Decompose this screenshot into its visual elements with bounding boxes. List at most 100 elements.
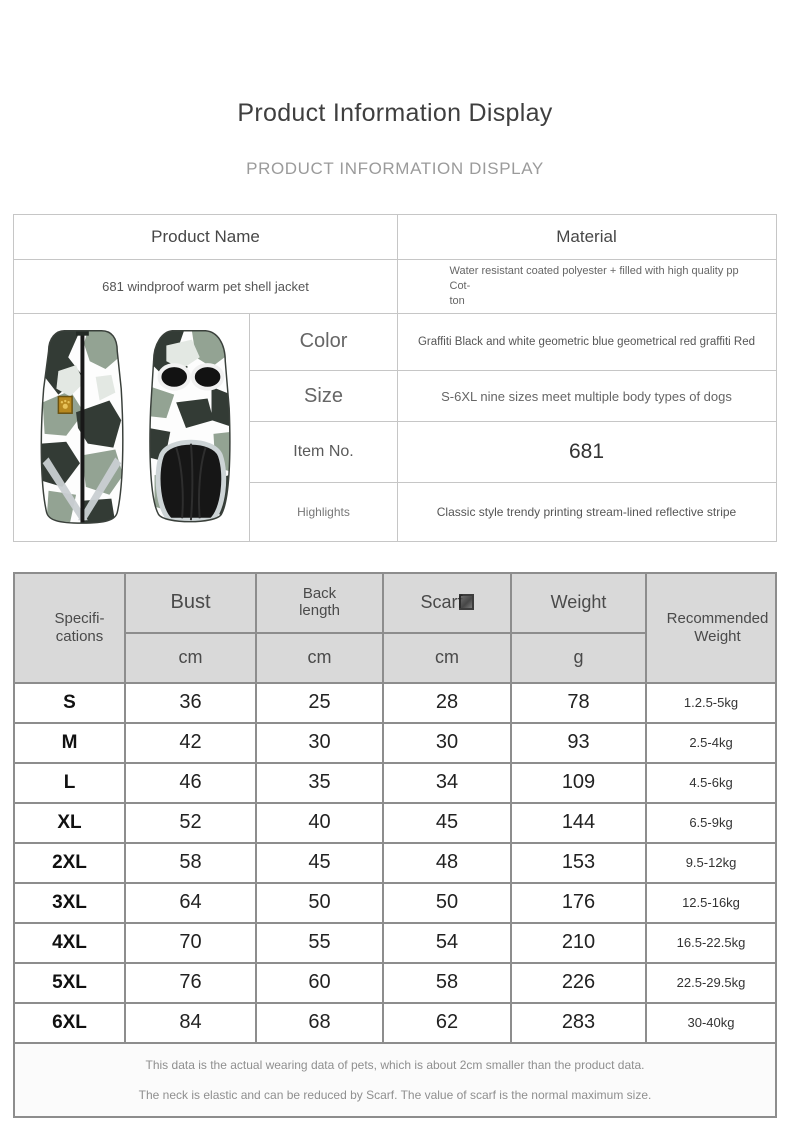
back-length-unit: cm	[255, 631, 384, 684]
cell-size: S	[13, 681, 126, 724]
cell-bust: 52	[124, 801, 257, 844]
size-chart-row: 6XL 84 68 62 283 30-40kg	[13, 1001, 777, 1044]
cell-back-length: 50	[255, 881, 384, 924]
scarf-artifact-glyph	[458, 594, 474, 611]
note-line-1: This data is the actual wearing data of …	[145, 1057, 645, 1072]
cell-back-length: 30	[255, 721, 384, 764]
cell-weight: 176	[510, 881, 647, 924]
cell-scarf: 28	[382, 681, 512, 724]
bust-unit: cm	[124, 631, 257, 684]
specifications-line-1: Specifi-	[54, 610, 105, 628]
product-image	[13, 312, 251, 542]
item-no-label: Item No.	[249, 421, 398, 483]
size-chart-row: 3XL 64 50 50 176 12.5-16kg	[13, 881, 777, 924]
size-table-body: S 36 25 28 78 1.2.5-5kg M 42 30 30 93 2.5-4kg L 46 35 3…	[13, 681, 777, 1044]
cell-weight: 283	[510, 1001, 647, 1044]
back-length-header: Back length	[255, 571, 384, 634]
pet-jacket-illustration	[40, 329, 231, 524]
cell-recommended: 2.5-4kg	[645, 721, 777, 764]
back-length-line-2: length	[299, 601, 340, 619]
highlights-label: Highlights	[249, 481, 398, 542]
highlights-row: Highlights Classic style trendy printing…	[14, 481, 777, 542]
notes-cell: This data is the actual wearing data of …	[13, 1041, 777, 1118]
cell-size: M	[13, 721, 126, 764]
cell-size: 2XL	[13, 841, 126, 884]
specifications-header: Specifi- cations	[13, 571, 126, 684]
color-row: Color Graffiti Black and white geometric…	[13, 312, 777, 542]
highlights-value: Classic style trendy printing stream-lin…	[396, 481, 777, 542]
cell-weight: 153	[510, 841, 647, 884]
specifications-line-2: cations	[55, 627, 104, 645]
cell-size: 5XL	[13, 961, 126, 1004]
product-name-header: Product Name	[13, 214, 398, 260]
size-chart-header: Specifi- cations Bust Back length Scarf …	[13, 571, 777, 684]
cell-scarf: 58	[382, 961, 512, 1004]
size-label: Size	[249, 370, 398, 423]
page-title: Product Information Display	[237, 99, 553, 127]
cell-back-length: 40	[255, 801, 384, 844]
cell-bust: 42	[124, 721, 257, 764]
bust-header: Bust	[124, 571, 257, 634]
cell-weight: 144	[510, 801, 647, 844]
size-chart-row: 4XL 70 55 54 210 16.5-22.5kg	[13, 921, 777, 964]
product-info-table: Product Name Material 681 windproof warm…	[13, 214, 777, 542]
cell-back-length: 55	[255, 921, 384, 964]
cell-bust: 84	[124, 1001, 257, 1044]
note-line-2: The neck is elastic and can be reduced b…	[138, 1087, 652, 1102]
size-chart-row: M 42 30 30 93 2.5-4kg	[13, 721, 777, 764]
size-chart-header-units: cm cm cm g	[14, 631, 776, 684]
back-length-line-1: Back	[302, 585, 337, 603]
color-label: Color	[249, 312, 398, 372]
size-chart-table: Specifi- cations Bust Back length Scarf …	[13, 571, 777, 1118]
cell-recommended: 30-40kg	[645, 1001, 777, 1044]
size-chart-footer: This data is the actual wearing data of …	[13, 1041, 777, 1118]
cell-back-length: 25	[255, 681, 384, 724]
material-value: Water resistant coated polyester + fille…	[396, 259, 777, 314]
cell-back-length: 45	[255, 841, 384, 884]
cell-recommended: 6.5-9kg	[645, 801, 777, 844]
size-chart-header-main: Specifi- cations Bust Back length Scarf …	[13, 571, 777, 684]
size-chart-row: S 36 25 28 78 1.2.5-5kg	[13, 681, 777, 724]
color-value: Graffiti Black and white geometric blue …	[396, 312, 777, 372]
cell-back-length: 35	[255, 761, 384, 804]
info-header-row: Product Name Material	[13, 214, 777, 260]
cell-recommended: 4.5-6kg	[645, 761, 777, 804]
scarf-unit: cm	[382, 631, 512, 684]
size-row-info: Size S-6XL nine sizes meet multiple body…	[14, 370, 777, 423]
scarf-header-label: Scarf	[420, 592, 463, 613]
size-chart-row: 2XL 58 45 48 153 9.5-12kg	[13, 841, 777, 884]
cell-scarf: 34	[382, 761, 512, 804]
size-chart-row: 5XL 76 60 58 226 22.5-29.5kg	[13, 961, 777, 1004]
recommended-line-1: Recommended	[666, 610, 769, 628]
cell-weight: 210	[510, 921, 647, 964]
material-line-2: ton	[449, 294, 465, 307]
cell-recommended: 16.5-22.5kg	[645, 921, 777, 964]
cell-weight: 226	[510, 961, 647, 1004]
cell-bust: 36	[124, 681, 257, 724]
material-line-1: Water resistant coated polyester + fille…	[449, 265, 739, 292]
cell-scarf: 54	[382, 921, 512, 964]
cell-weight: 109	[510, 761, 647, 804]
cell-size: XL	[13, 801, 126, 844]
cell-scarf: 48	[382, 841, 512, 884]
cell-size: L	[13, 761, 126, 804]
size-chart-row: XL 52 40 45 144 6.5-9kg	[13, 801, 777, 844]
cell-bust: 46	[124, 761, 257, 804]
cell-bust: 64	[124, 881, 257, 924]
recommended-weight-header: Recommended Weight	[645, 571, 777, 684]
size-value: S-6XL nine sizes meet multiple body type…	[396, 370, 777, 423]
cell-recommended: 9.5-12kg	[645, 841, 777, 884]
notes-row: This data is the actual wearing data of …	[13, 1041, 777, 1118]
cell-size: 3XL	[13, 881, 126, 924]
cell-scarf: 30	[382, 721, 512, 764]
cell-scarf: 50	[382, 881, 512, 924]
cell-scarf: 45	[382, 801, 512, 844]
cell-scarf: 62	[382, 1001, 512, 1044]
cell-size: 6XL	[13, 1001, 126, 1044]
product-name-value: 681 windproof warm pet shell jacket	[13, 259, 398, 314]
cell-weight: 78	[510, 681, 647, 724]
recommended-line-2: Weight	[694, 627, 741, 645]
scarf-header: Scarf	[382, 571, 512, 634]
cell-recommended: 22.5-29.5kg	[645, 961, 777, 1004]
